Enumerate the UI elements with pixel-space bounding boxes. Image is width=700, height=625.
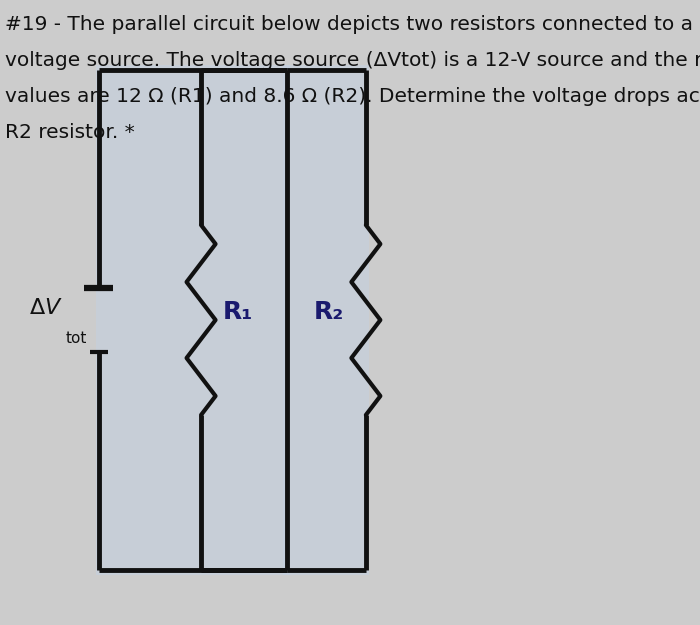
Bar [96,65,290,575]
Text: R2 resistor. *: R2 resistor. * [5,123,134,142]
Text: $\Delta V$: $\Delta V$ [29,298,62,318]
Text: values are 12 Ω (R1) and 8.6 Ω (R2). Determine the voltage drops across the: values are 12 Ω (R1) and 8.6 Ω (R2). Det… [5,87,700,106]
Text: R₁: R₁ [223,300,253,324]
Text: tot: tot [66,331,87,346]
Text: voltage source. The voltage source (ΔVtot) is a 12-V source and the resistor: voltage source. The voltage source (ΔVto… [5,51,700,70]
Text: #19 - The parallel circuit below depicts two resistors connected to a: #19 - The parallel circuit below depicts… [5,15,692,34]
Bar [284,65,369,575]
Text: R₂: R₂ [314,300,344,324]
